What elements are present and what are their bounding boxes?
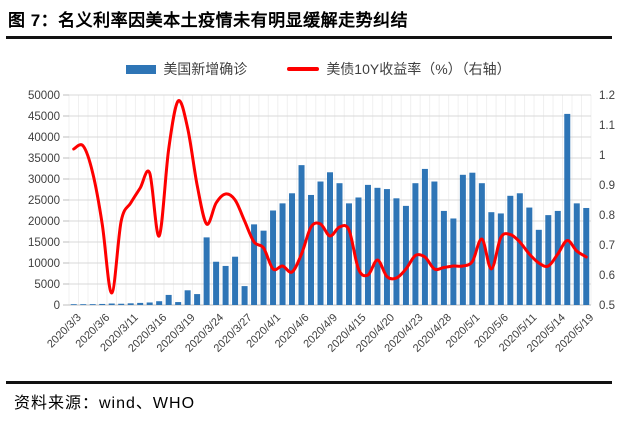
right-axis-label: 1.1: [599, 120, 615, 132]
new-cases-bar: [184, 290, 191, 305]
new-cases-bar: [402, 205, 409, 305]
new-cases-bar: [336, 183, 343, 305]
figure-title: 图 7：名义利率因美本土疫情未有明显缓解走势纠结: [8, 11, 409, 30]
chart-area: 0 5000 10000 15000 20000 25000 30000 35000 40000…: [0, 84, 637, 376]
title-divider: [6, 36, 612, 39]
right-axis-label: 0.9: [599, 180, 615, 192]
new-cases-bar: [317, 181, 324, 305]
new-cases-bar: [450, 218, 457, 305]
new-cases-bar: [564, 113, 571, 306]
new-cases-bar: [440, 210, 447, 305]
new-cases-bar: [289, 193, 296, 305]
new-cases-bar: [194, 294, 201, 305]
new-cases-bar: [308, 194, 315, 305]
legend-label-yield: 美债10Y收益率（%）（右轴）: [326, 61, 511, 77]
left-axis-label: 50000: [28, 90, 60, 102]
new-cases-bar: [478, 183, 485, 305]
right-axis-label: 1.2: [599, 90, 615, 102]
left-axis-label: 25000: [28, 195, 60, 207]
right-axis-label: 0.5: [599, 300, 615, 312]
source-note: 资料来源：wind、WHO: [14, 395, 196, 412]
legend-label-new-cases: 美国新增确诊: [163, 61, 248, 77]
new-cases-bar: [345, 203, 352, 305]
new-cases-bar: [507, 195, 514, 305]
new-cases-bar: [232, 256, 239, 305]
new-cases-bar: [298, 165, 305, 305]
legend-item-new-cases: 美国新增确诊: [126, 59, 247, 79]
right-axis-label: 0.8: [599, 210, 615, 222]
left-axis-label: 20000: [28, 216, 60, 228]
chart-legend: 美国新增确诊 美债10Y收益率（%）（右轴）: [0, 59, 637, 79]
new-cases-bar: [127, 303, 134, 305]
new-cases-bar: [137, 302, 144, 305]
new-cases-bar: [459, 174, 466, 305]
left-axis-label: 40000: [28, 132, 60, 144]
new-cases-bar: [364, 184, 371, 305]
left-axis-label: 0: [54, 300, 60, 312]
yield-line: [72, 99, 588, 295]
left-axis-label: 35000: [28, 153, 60, 165]
left-axis-label: 5000: [34, 279, 60, 291]
left-axis-label: 10000: [28, 258, 60, 270]
new-cases-bar: [70, 304, 77, 305]
new-cases-bar: [412, 183, 419, 305]
new-cases-bar: [327, 172, 333, 305]
new-cases-bar: [355, 197, 362, 305]
footer-divider: [6, 381, 612, 384]
new-cases-bar: [421, 168, 428, 305]
new-cases-bar: [516, 193, 523, 305]
new-cases-bar: [270, 210, 277, 305]
new-cases-bar: [165, 294, 172, 305]
new-cases-bar: [497, 213, 504, 305]
new-cases-bar: [251, 224, 258, 305]
bar-series-swatch: [126, 64, 157, 74]
new-cases-bar: [431, 181, 438, 305]
right-axis-label: 1: [599, 150, 605, 162]
new-cases-bar: [374, 187, 381, 305]
new-cases-bar: [260, 230, 267, 305]
new-cases-bar: [554, 210, 561, 305]
new-cases-bar: [526, 207, 533, 305]
new-cases-bar: [99, 303, 106, 305]
new-cases-bar: [175, 302, 182, 305]
left-axis-label: 45000: [28, 111, 60, 123]
new-cases-bar: [535, 229, 542, 305]
new-cases-bar: [573, 203, 580, 305]
new-cases-bar: [108, 303, 115, 305]
new-cases-bar: [203, 237, 210, 305]
new-cases-bar: [545, 215, 552, 305]
right-axis-label: 0.7: [599, 240, 615, 252]
right-axis-label: 0.6: [599, 270, 615, 282]
left-axis-label: 30000: [28, 174, 60, 186]
line-series-swatch: [287, 67, 320, 71]
new-cases-bar: [279, 203, 286, 305]
new-cases-bar: [241, 286, 248, 305]
left-axis-label: 15000: [28, 237, 60, 249]
combo-chart: 0 5000 10000 15000 20000 25000 30000 35000 40000…: [28, 90, 615, 355]
new-cases-bar: [80, 304, 87, 305]
new-cases-bar: [156, 301, 163, 305]
new-cases-bar: [118, 303, 125, 305]
new-cases-bar: [146, 302, 153, 305]
new-cases-bar: [383, 189, 390, 305]
new-cases-bar: [89, 304, 96, 305]
new-cases-bar: [488, 212, 495, 305]
new-cases-bar: [222, 265, 229, 305]
new-cases-bar: [393, 198, 400, 305]
new-cases-bar: [469, 172, 476, 305]
new-cases-bar: [213, 261, 220, 305]
legend-item-yield: 美债10Y收益率（%）（右轴）: [287, 59, 511, 79]
